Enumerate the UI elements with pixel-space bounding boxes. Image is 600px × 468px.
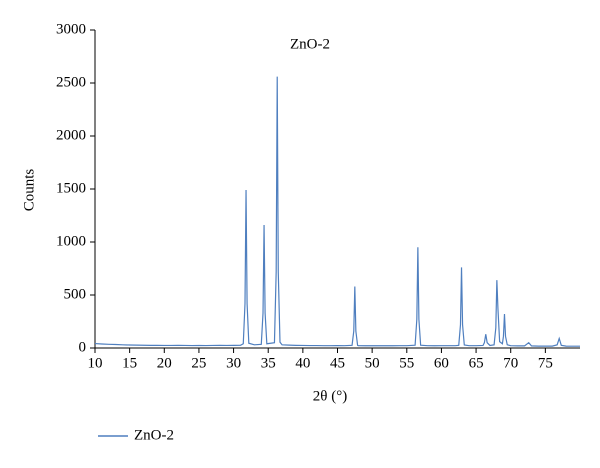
y-tick-label: 3000 — [56, 21, 86, 37]
x-tick-label: 55 — [399, 355, 414, 371]
x-axis-label: 2θ (°) — [313, 388, 347, 404]
x-tick-label: 35 — [261, 355, 276, 371]
x-tick-label: 25 — [191, 355, 206, 371]
x-tick-label: 30 — [226, 355, 241, 371]
x-tick-label: 70 — [503, 355, 518, 371]
x-tick-label: 15 — [122, 355, 137, 371]
x-tick-label: 65 — [469, 355, 484, 371]
legend-label: ZnO-2 — [134, 427, 174, 443]
x-tick-label: 75 — [538, 355, 553, 371]
y-tick-label: 1500 — [56, 180, 86, 196]
y-tick-label: 1000 — [56, 233, 86, 249]
chart-title: ZnO-2 — [290, 36, 330, 52]
x-tick-label: 60 — [434, 355, 449, 371]
y-tick-label: 2000 — [56, 127, 86, 143]
y-tick-label: 2500 — [56, 74, 86, 90]
y-axis-label: Counts — [21, 169, 37, 212]
x-tick-label: 40 — [295, 355, 310, 371]
x-tick-label: 45 — [330, 355, 345, 371]
y-tick-label: 0 — [79, 339, 87, 355]
x-tick-label: 20 — [157, 355, 172, 371]
y-tick-label: 500 — [64, 286, 87, 302]
x-tick-label: 50 — [365, 355, 380, 371]
data-line — [94, 76, 580, 347]
x-tick-label: 10 — [88, 355, 103, 371]
